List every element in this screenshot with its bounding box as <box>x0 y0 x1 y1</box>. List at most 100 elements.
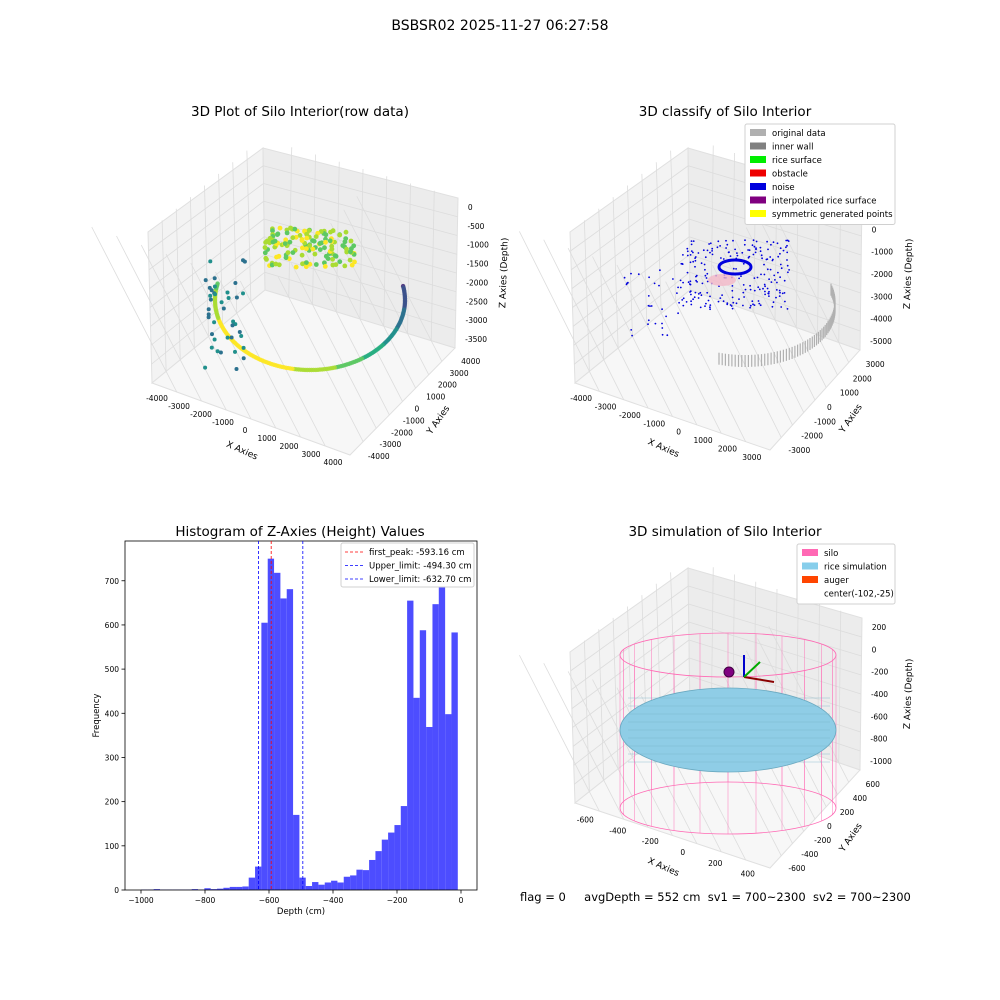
classify-noise-point <box>681 299 684 301</box>
histogram-ytick-label: 400 <box>105 709 120 718</box>
classify-noise-point <box>703 263 706 266</box>
raw-point <box>304 260 309 265</box>
classify-noise-point <box>763 283 766 286</box>
raw-xtick-label: -2000 <box>190 410 212 419</box>
classify-xtick-label: -1000 <box>643 419 665 428</box>
classify-xtick-label: 3000 <box>742 453 761 462</box>
histogram-legend-label: Upper_limit: -494.30 cm <box>369 562 472 572</box>
raw-gridline <box>239 280 326 447</box>
classify-gridline <box>723 252 805 413</box>
classify-noise-point <box>751 244 754 247</box>
simulation-ztick-label: 200 <box>872 623 887 632</box>
raw-ytick-label: 2000 <box>438 381 457 390</box>
histogram-ytick-label: 300 <box>105 753 120 762</box>
classify-noise-point <box>764 293 766 296</box>
center-marker <box>723 666 735 678</box>
raw-gridline <box>263 200 457 255</box>
simulation-xtick-label: -200 <box>642 837 659 846</box>
classify-xtick-label: 1000 <box>694 436 713 445</box>
histogram-ytick-label: 600 <box>105 621 120 630</box>
raw-point <box>317 247 323 253</box>
classify-noise-point <box>775 289 778 291</box>
avg-depth-text: avgDepth = 552 cm <box>584 890 701 904</box>
simulation-gridline <box>519 654 600 812</box>
classify-gridline <box>571 200 689 289</box>
classify-noise-point <box>780 267 783 270</box>
classify-noise-cluster <box>717 258 753 276</box>
classify-noise-point <box>685 301 688 303</box>
raw-gridline <box>204 185 209 337</box>
classify-gridline <box>689 236 861 294</box>
simulation-gridline <box>838 610 842 763</box>
classify-noise-point <box>758 288 761 291</box>
classify-noise-point <box>686 271 689 274</box>
classify-gridline <box>570 165 689 252</box>
raw-point <box>221 306 226 311</box>
classify-noise-point <box>759 304 762 307</box>
classify-noise-point <box>741 251 744 254</box>
classify-noise-point <box>786 308 789 310</box>
simulation-ytick-label: -600 <box>788 864 805 873</box>
classify-noise-point <box>689 261 692 264</box>
raw-point <box>237 330 242 334</box>
raw-zaxis-label: Z Axies (Depth) <box>498 238 510 309</box>
classify-noise-point <box>630 329 633 331</box>
classify-noise-point <box>742 284 745 286</box>
raw-point <box>327 238 333 244</box>
histogram-bar <box>369 859 376 890</box>
raw-ztick-label: -2000 <box>466 278 488 287</box>
raw-point <box>348 238 354 244</box>
histogram-bar <box>362 870 370 890</box>
histogram-bar <box>381 839 389 890</box>
classify-gridline <box>670 150 677 302</box>
raw-point <box>226 296 231 300</box>
histogram-bar <box>426 726 433 890</box>
classify-zaxis-label: Z Axies (Depth) <box>903 239 915 310</box>
raw-point <box>272 238 278 244</box>
raw-gridline <box>161 220 167 372</box>
classify-gridline <box>519 231 600 392</box>
raw-xtick-label: -3000 <box>168 402 190 411</box>
classify-noise-point <box>783 279 786 282</box>
raw-point <box>233 281 238 285</box>
raw-point <box>310 246 316 252</box>
raw-gridline <box>149 200 264 289</box>
histogram-frame <box>124 540 478 891</box>
classify-noise-point <box>694 259 697 262</box>
classify-noise-point <box>625 283 628 286</box>
simulation-gridline <box>688 585 862 638</box>
raw-gridline <box>264 236 457 293</box>
histogram-legend-label: first_peak: -593.16 cm <box>369 548 465 558</box>
classify-noise-point <box>785 246 787 249</box>
raw-point <box>304 231 309 237</box>
classify-noise-point <box>694 256 697 258</box>
classify-noise-point <box>699 291 702 294</box>
histogram-ytick-label: 0 <box>114 886 119 895</box>
simulation-gridline <box>583 640 590 792</box>
histogram-bar <box>223 887 230 890</box>
raw-point <box>306 228 312 234</box>
histogram-ytick-label: 500 <box>105 665 120 674</box>
classify-xtick-label: -2000 <box>619 411 641 420</box>
classify-noise-point <box>769 256 772 258</box>
classify-ytick-label: -2000 <box>801 432 823 441</box>
raw-xtick-label: 4000 <box>323 458 342 467</box>
classify-noise-point <box>716 246 719 249</box>
raw-gridline <box>263 183 458 236</box>
histogram-bar <box>375 851 382 890</box>
classify-noise-point <box>689 291 691 293</box>
classify-noise-point <box>778 289 781 292</box>
classify-noise-point <box>686 254 689 257</box>
histogram-xtick-label: −800 <box>195 896 216 905</box>
classify-ztick-label: -5000 <box>870 337 892 346</box>
raw-point <box>208 259 213 264</box>
histogram-title: Histogram of Z-Axies (Height) Values <box>175 524 425 540</box>
classify-noise-point <box>707 299 710 302</box>
raw-point <box>212 284 217 289</box>
classify-noise-point <box>760 254 763 257</box>
histogram-bar <box>248 877 256 890</box>
classify-noise-point <box>749 288 752 291</box>
classify-noise-point <box>735 302 738 305</box>
classify-noise-point <box>736 252 738 255</box>
